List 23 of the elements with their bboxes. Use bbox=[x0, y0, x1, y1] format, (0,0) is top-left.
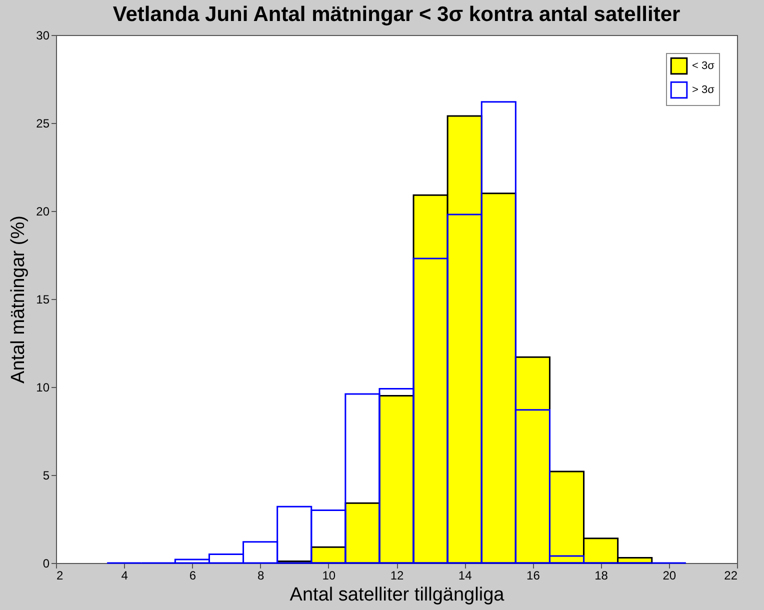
x-tick-label: 8 bbox=[257, 568, 264, 582]
x-tick-label: 16 bbox=[526, 568, 540, 582]
x-tick-label: 12 bbox=[390, 568, 404, 582]
x-tick-label: 18 bbox=[594, 568, 608, 582]
legend-label: > 3σ bbox=[692, 84, 715, 96]
x-tick-label: 2 bbox=[56, 568, 64, 582]
x-tick-label: 14 bbox=[458, 568, 472, 582]
y-tick-label: 25 bbox=[36, 116, 50, 130]
x-axis-title: Antal satelliter tillgängliga bbox=[290, 584, 505, 606]
legend-label: < 3σ bbox=[692, 60, 715, 72]
y-tick-label: 30 bbox=[36, 28, 50, 42]
x-tick-label: 10 bbox=[322, 568, 336, 582]
y-tick-label: 0 bbox=[42, 556, 50, 570]
chart-title: Vetlanda Juni Antal mätningar < 3σ kontra antal satelliter bbox=[112, 3, 680, 26]
y-axis-title: Antal mätningar (%) bbox=[8, 216, 30, 384]
y-tick-label: 20 bbox=[36, 204, 50, 218]
x-tick-label: 20 bbox=[662, 568, 676, 582]
x-tick-label: 6 bbox=[189, 568, 196, 582]
y-tick-label: 10 bbox=[36, 380, 50, 394]
x-tick-label: 22 bbox=[724, 568, 738, 582]
y-tick-label: 15 bbox=[36, 292, 50, 306]
x-tick-label: 4 bbox=[121, 568, 128, 582]
y-tick-label: 5 bbox=[42, 468, 50, 482]
